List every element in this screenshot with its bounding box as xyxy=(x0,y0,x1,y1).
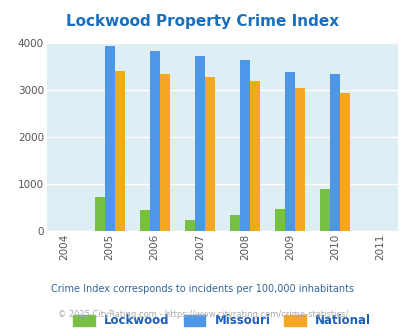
Bar xyxy=(149,51,159,231)
Bar xyxy=(104,46,114,231)
Bar xyxy=(95,197,104,231)
Text: Lockwood Property Crime Index: Lockwood Property Crime Index xyxy=(66,14,339,29)
Bar xyxy=(339,93,349,231)
Bar xyxy=(184,220,194,231)
Bar xyxy=(159,74,169,231)
Bar xyxy=(229,214,239,231)
Bar xyxy=(239,60,249,231)
Bar xyxy=(194,56,204,231)
Bar xyxy=(114,71,124,231)
Bar xyxy=(319,189,329,231)
Text: © 2025 CityRating.com - https://www.cityrating.com/crime-statistics/: © 2025 CityRating.com - https://www.city… xyxy=(58,310,347,319)
Bar xyxy=(294,88,304,231)
Bar xyxy=(329,74,339,231)
Bar xyxy=(140,210,149,231)
Text: Crime Index corresponds to incidents per 100,000 inhabitants: Crime Index corresponds to incidents per… xyxy=(51,284,354,294)
Bar xyxy=(204,77,214,231)
Bar xyxy=(249,81,259,231)
Legend: Lockwood, Missouri, National: Lockwood, Missouri, National xyxy=(67,308,376,330)
Bar xyxy=(284,72,294,231)
Bar xyxy=(274,209,284,231)
